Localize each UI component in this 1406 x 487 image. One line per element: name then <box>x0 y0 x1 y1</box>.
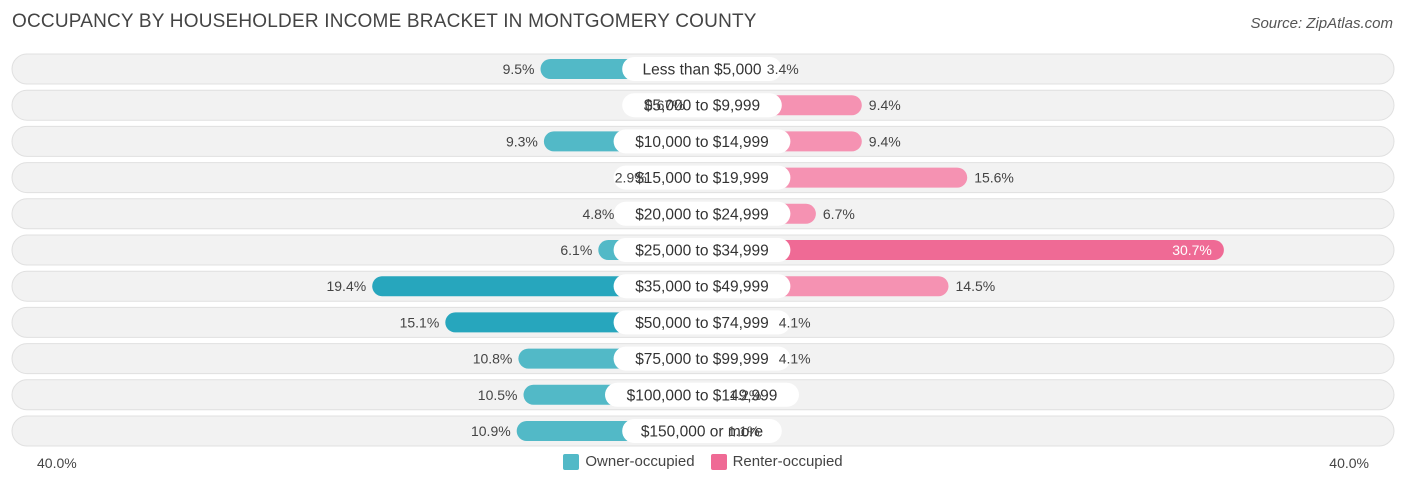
category-label: $25,000 to $34,999 <box>635 243 769 260</box>
category-label: $100,000 to $149,999 <box>627 387 778 404</box>
category-label-bg <box>605 382 799 407</box>
category-label-bg <box>622 419 782 443</box>
category-label: $5,000 to $9,999 <box>644 98 760 115</box>
category-label-bg <box>622 93 782 118</box>
legend-swatch-renter <box>710 453 727 470</box>
owner-value-label: 10.5% <box>478 387 518 403</box>
legend-swatch-owner <box>563 453 580 470</box>
diverging-bar-chart: Less than $5,000 9.5% 3.4% $5,000 to $9,999… <box>11 53 1395 447</box>
renter-value-label: 30.7% <box>1172 242 1212 258</box>
owner-value-label: 9.5% <box>503 61 535 77</box>
chart-legend: Owner-occupied Renter-occupied <box>0 453 1406 470</box>
renter-value-label: 9.4% <box>869 97 901 113</box>
owner-value-label: 19.4% <box>326 278 366 294</box>
category-label-bg <box>613 129 791 154</box>
category-label-bg <box>613 310 791 335</box>
category-label: $20,000 to $24,999 <box>635 206 769 223</box>
category-label-bg <box>622 57 782 81</box>
owner-value-label: 4.8% <box>582 206 614 222</box>
renter-value-label: 1.2% <box>729 387 761 403</box>
owner-value-label: 10.8% <box>473 351 513 367</box>
renter-value-label: 9.4% <box>869 133 901 149</box>
axis-left-label: 40.0% <box>37 455 77 471</box>
renter-value-label: 6.7% <box>823 206 855 222</box>
category-label-bg <box>613 238 791 262</box>
category-label: Less than $5,000 <box>643 62 762 79</box>
legend-item-renter: Renter-occupied <box>710 453 843 470</box>
legend-label-renter: Renter-occupied <box>732 453 843 470</box>
category-label-bg <box>613 201 791 226</box>
renter-value-label: 1.1% <box>728 423 760 439</box>
owner-value-label: 15.1% <box>400 314 440 330</box>
renter-value-label: 15.6% <box>974 170 1014 186</box>
owner-value-label: 0.67% <box>645 97 685 113</box>
renter-value-label: 14.5% <box>956 278 996 294</box>
legend-item-owner: Owner-occupied <box>563 453 695 470</box>
renter-value-label: 4.1% <box>779 351 811 367</box>
legend-label-owner: Owner-occupied <box>585 453 695 470</box>
category-label: $35,000 to $49,999 <box>635 279 769 296</box>
category-label: $15,000 to $19,999 <box>635 170 769 187</box>
category-label: $50,000 to $74,999 <box>635 315 769 332</box>
category-label: $10,000 to $14,999 <box>635 134 769 151</box>
axis-right-label: 40.0% <box>1329 455 1369 471</box>
category-label-bg <box>613 165 791 190</box>
renter-bar <box>702 240 1224 260</box>
category-label-bg <box>613 274 791 299</box>
owner-value-label: 6.1% <box>560 242 592 258</box>
category-label: $75,000 to $99,999 <box>635 351 769 368</box>
owner-value-label: 9.3% <box>506 133 538 149</box>
category-label-bg <box>613 346 791 371</box>
owner-value-label: 10.9% <box>471 423 511 439</box>
category-label: $150,000 or more <box>641 424 763 441</box>
renter-value-label: 3.4% <box>767 61 799 77</box>
chart-title: OCCUPANCY BY HOUSEHOLDER INCOME BRACKET … <box>12 11 757 32</box>
renter-value-label: 4.1% <box>779 314 811 330</box>
chart-source: Source: ZipAtlas.com <box>1250 15 1393 32</box>
owner-value-label: 2.9% <box>615 170 647 186</box>
